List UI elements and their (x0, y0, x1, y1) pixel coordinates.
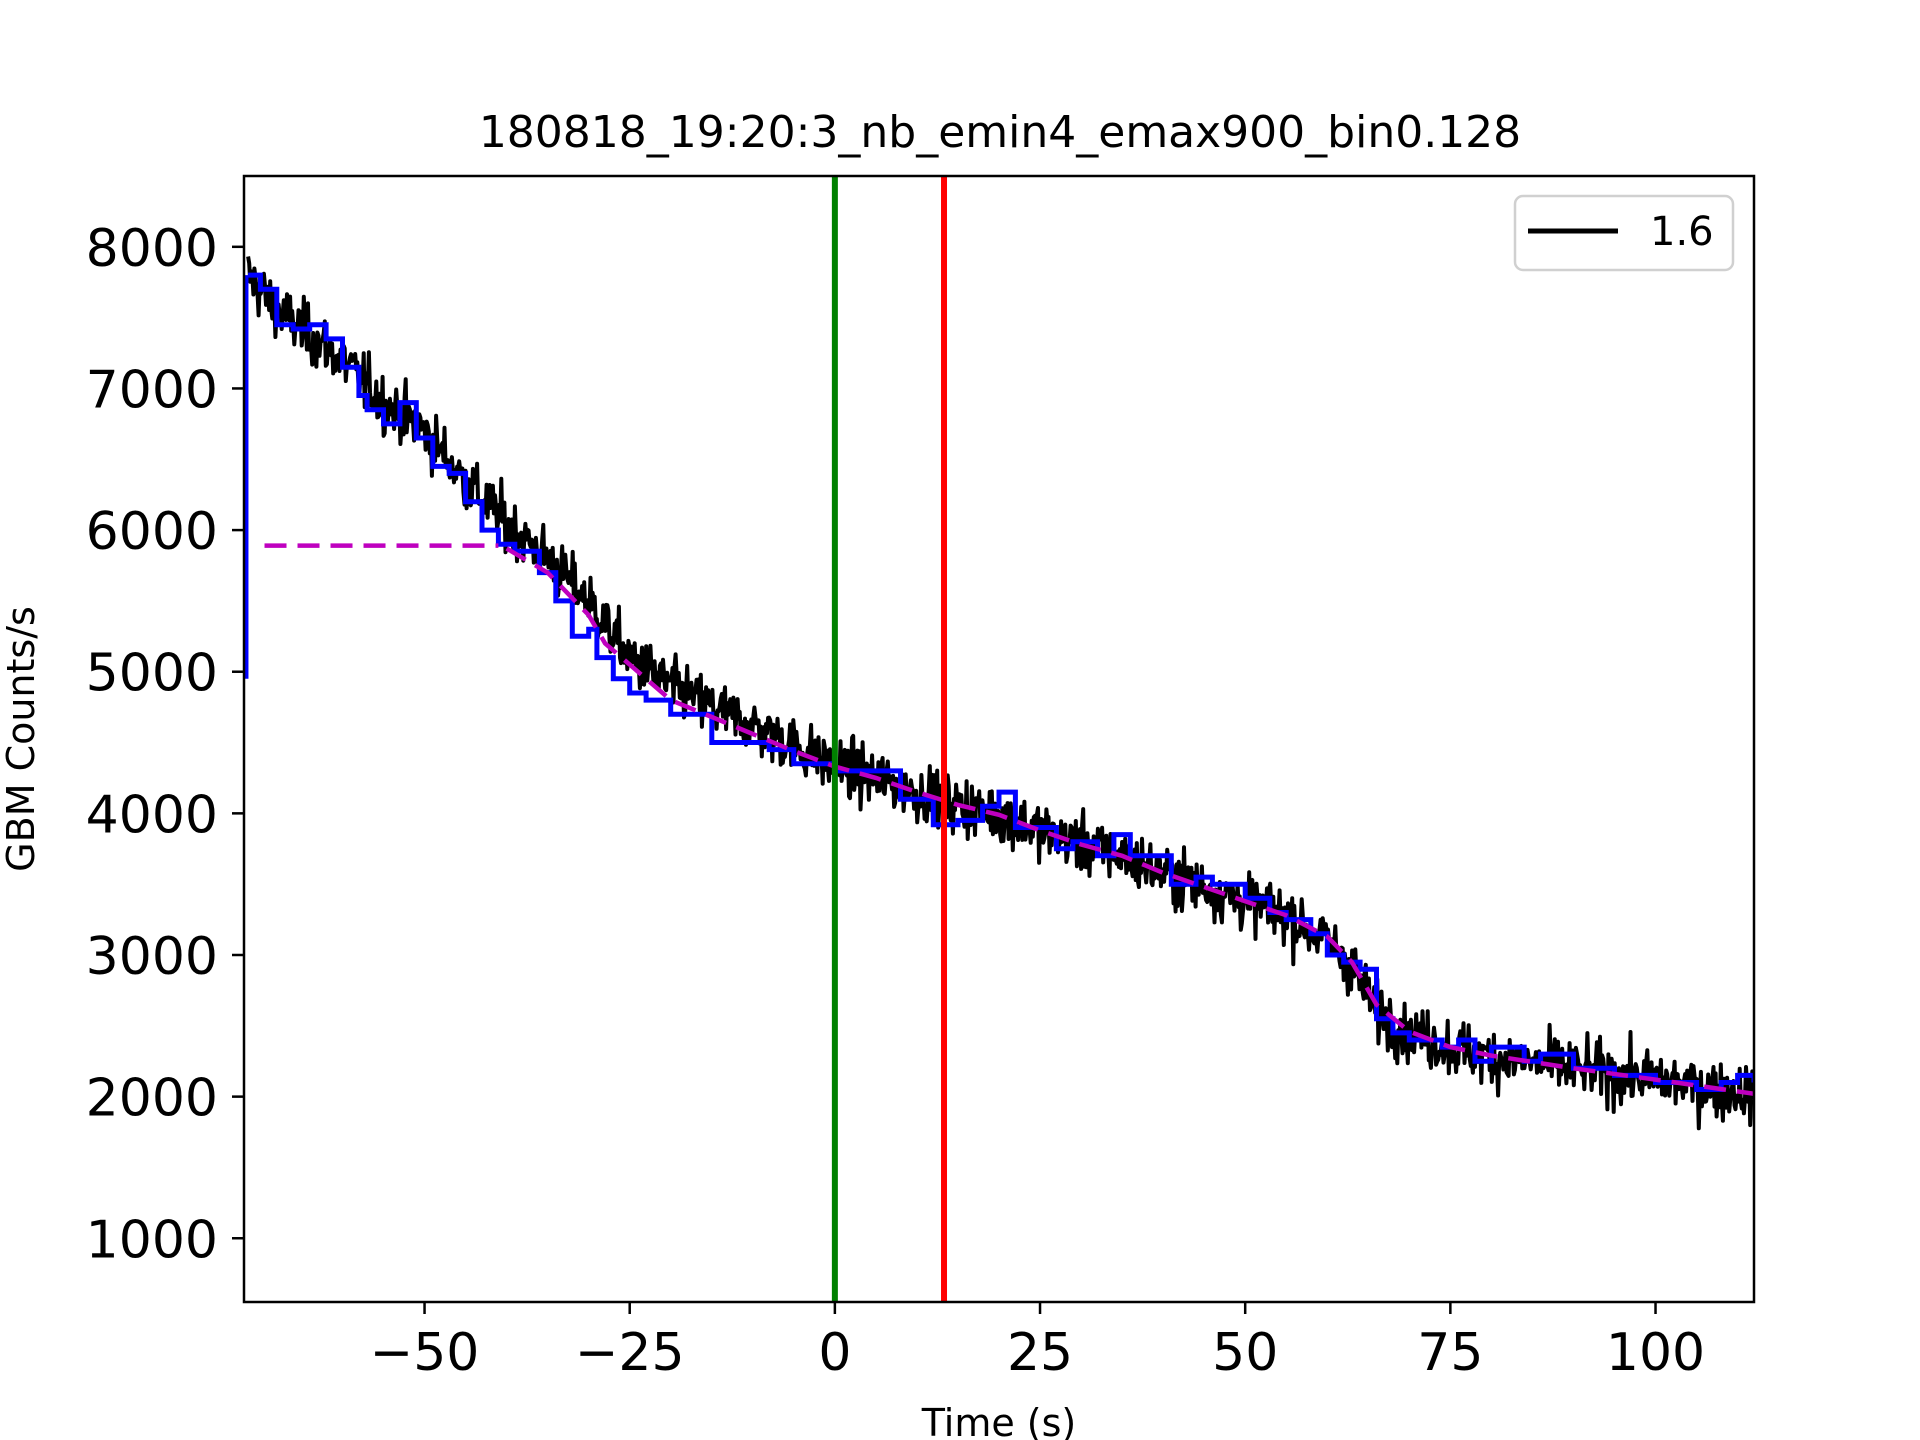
x-tick-label: −50 (370, 1323, 480, 1383)
y-tick-label: 2000 (86, 1069, 218, 1129)
x-tick-label: 25 (1007, 1323, 1073, 1383)
y-tick-label: 3000 (86, 927, 218, 987)
y-tick-label: 4000 (86, 785, 218, 845)
chart-title: 180818_19:20:3_nb_emin4_emax900_bin0.128 (479, 107, 1521, 158)
x-tick-label: −25 (575, 1323, 685, 1383)
y-axis-label: GBM Counts/s (0, 606, 43, 872)
x-axis-label: Time (s) (921, 1401, 1077, 1440)
x-tick-label: 50 (1212, 1323, 1278, 1383)
y-tick-label: 1000 (86, 1210, 218, 1270)
background-fit-curve (505, 546, 1754, 1097)
x-tick-label: 75 (1417, 1323, 1483, 1383)
y-tick-label: 6000 (86, 502, 218, 562)
y-tick-label: 5000 (86, 644, 218, 704)
x-tick-label: 0 (818, 1323, 851, 1383)
counts-line (246, 256, 1754, 1131)
legend-label: 1.6 (1650, 209, 1714, 255)
y-tick-label: 7000 (86, 360, 218, 420)
plot-area-frame (242, 174, 1756, 1304)
x-tick-label: 100 (1606, 1323, 1705, 1383)
legend-box (1513, 194, 1735, 272)
legend: 1.6 (1513, 194, 1735, 272)
blocks-step-line (248, 272, 1754, 1092)
y-tick-label: 8000 (86, 219, 218, 279)
